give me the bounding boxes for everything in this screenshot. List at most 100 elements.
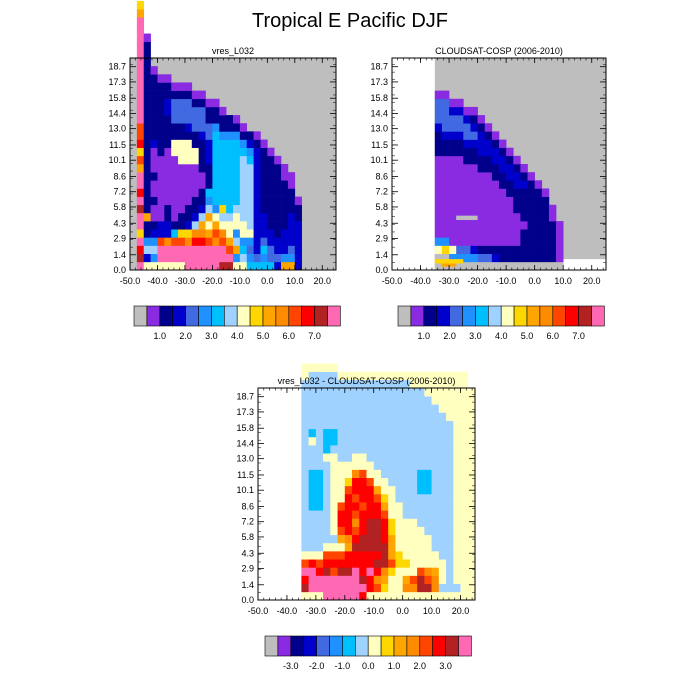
heatmap-cell (373, 428, 382, 438)
heatmap-cell (136, 147, 145, 157)
heatmap-cell (456, 98, 464, 108)
heatmap-cell (178, 164, 186, 173)
heatmap-cell (438, 420, 447, 430)
heatmap-cell (205, 196, 213, 206)
heatmap-cell (315, 494, 324, 503)
y-tick-label: 2.9 (113, 233, 126, 243)
heatmap-cell (534, 253, 543, 263)
heatmap-cell (460, 461, 469, 470)
heatmap-cell (260, 204, 268, 214)
heatmap-cell (388, 510, 396, 519)
colorbar-swatch (264, 635, 279, 657)
heatmap-cell (330, 583, 338, 593)
heatmap-cell (301, 379, 309, 389)
heatmap-cell (337, 371, 346, 381)
heatmap-cell (308, 510, 317, 519)
heatmap-cell (409, 371, 418, 381)
heatmap-cell (441, 90, 450, 100)
heatmap-cell (164, 82, 172, 91)
heatmap-cell (456, 180, 464, 189)
heatmap-cell (366, 461, 375, 470)
heatmap-cell (246, 180, 254, 189)
heatmap-cell (446, 518, 454, 527)
heatmap-cell (274, 204, 282, 214)
heatmap-cell (453, 436, 461, 446)
heatmap-cell (380, 428, 389, 438)
heatmap-cell (446, 551, 454, 560)
heatmap-cell (456, 155, 464, 165)
heatmap-cell (438, 412, 447, 421)
heatmap-cell (274, 245, 282, 254)
heatmap-cell (434, 123, 443, 132)
heatmap-cell (330, 436, 338, 446)
heatmap-cell (287, 212, 296, 222)
heatmap-cell (184, 229, 193, 238)
heatmap-cell (388, 477, 396, 487)
heatmap-cell (431, 388, 440, 397)
heatmap-cell (239, 155, 248, 165)
heatmap-cell (366, 542, 375, 552)
y-tick-label: 8.6 (113, 172, 126, 182)
heatmap-cell (344, 575, 353, 584)
heatmap-cell (344, 494, 353, 503)
heatmap-cell (395, 477, 403, 487)
heatmap-cell (157, 229, 165, 238)
heatmap-cell (470, 261, 478, 271)
colorbar-swatch (290, 635, 304, 657)
heatmap-cell (513, 180, 521, 189)
heatmap-cell (323, 526, 331, 536)
heatmap-cell (281, 221, 289, 230)
heatmap-cell (323, 396, 331, 405)
heatmap-cell (315, 445, 324, 454)
y-tick-label: 15.8 (370, 93, 388, 103)
heatmap-cell (323, 534, 331, 544)
heatmap-cell (337, 404, 346, 413)
heatmap-cell (330, 371, 338, 381)
heatmap-cell (520, 245, 528, 254)
heatmap-cell (164, 147, 172, 157)
heatmap-cell (441, 188, 450, 197)
heatmap-cell (395, 388, 403, 397)
heatmap-cell (438, 428, 447, 438)
heatmap-cell (456, 229, 464, 238)
heatmap-cell (477, 261, 486, 271)
heatmap-cell (491, 221, 500, 230)
heatmap-cell (373, 526, 382, 536)
heatmap-cell (513, 253, 521, 263)
heatmap-cell (164, 155, 172, 165)
heatmap-cell (164, 261, 172, 271)
heatmap-cell (226, 212, 234, 222)
heatmap-cell (417, 551, 425, 560)
heatmap-cell (366, 567, 375, 576)
heatmap-cell (352, 591, 360, 601)
heatmap-cell (373, 542, 382, 552)
heatmap-cell (212, 139, 220, 148)
heatmap-cell (198, 172, 206, 181)
heatmap-cell (239, 180, 248, 189)
heatmap-cell (366, 502, 375, 511)
heatmap-cell (226, 123, 234, 132)
heatmap-cell (219, 172, 227, 181)
heatmap-cell (294, 237, 302, 246)
heatmap-cell (534, 212, 543, 222)
heatmap-cell (431, 534, 440, 544)
heatmap-cell (380, 420, 389, 430)
heatmap-cell (164, 196, 172, 206)
colorbar-label: 2.0 (414, 661, 427, 671)
heatmap-cell (233, 253, 241, 263)
heatmap-cell (171, 164, 179, 173)
heatmap-cell (449, 253, 457, 263)
colorbar-label: 1.0 (154, 331, 167, 341)
heatmap-cell (301, 575, 309, 584)
heatmap-cell (171, 221, 179, 230)
heatmap-cell (308, 420, 317, 430)
heatmap-cell (359, 469, 367, 478)
heatmap-cell (143, 115, 151, 124)
heatmap-cell (409, 534, 418, 544)
heatmap-cell (150, 131, 158, 140)
heatmap-cell (337, 469, 346, 478)
heatmap-cell (453, 510, 461, 519)
heatmap-cell (431, 485, 440, 495)
colorbar-swatch (327, 305, 341, 327)
heatmap-cell (143, 58, 151, 67)
